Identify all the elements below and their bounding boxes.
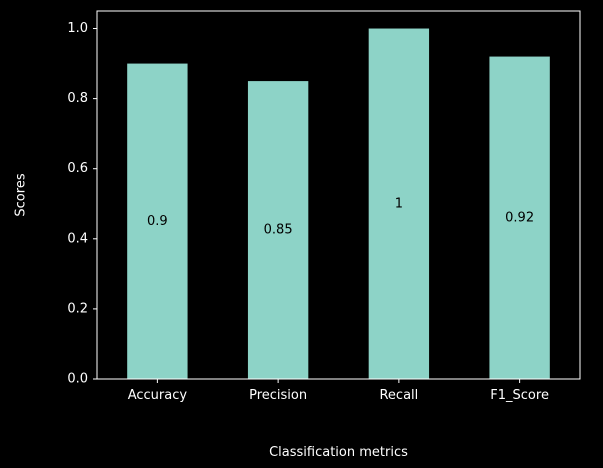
bar-value-label-accuracy: 0.9 (147, 214, 168, 229)
y-tick-label: 1.0 (67, 21, 88, 36)
x-tick-label-recall: Recall (379, 388, 418, 403)
y-tick-label: 0.6 (67, 161, 88, 176)
bars-layer (127, 28, 550, 380)
bar-labels-layer: 0.9 0.85 1 0.92 (147, 196, 534, 237)
x-tick-label-precision: Precision (249, 388, 307, 403)
bar-value-label-recall: 1 (395, 196, 403, 211)
y-axis-title: Scores (14, 173, 29, 216)
y-tick-label: 0.0 (67, 372, 88, 387)
y-tick-label: 0.8 (67, 91, 88, 106)
x-axis: Accuracy Precision Recall F1_Score (128, 379, 549, 403)
y-axis: 0.0 0.2 0.4 0.6 0.8 1.0 (67, 21, 97, 387)
bar-f1-score (489, 56, 550, 380)
bar-precision (247, 81, 309, 379)
plot-frame (96, 10, 581, 380)
y-tick-label: 0.2 (67, 301, 88, 316)
x-tick-label-f1-score: F1_Score (490, 388, 549, 403)
x-tick-label-accuracy: Accuracy (128, 388, 188, 403)
bar-value-label-f1-score: 0.92 (505, 210, 534, 225)
x-axis-title: Classification metrics (269, 445, 408, 460)
bar-recall (368, 28, 430, 380)
y-tick-label: 0.4 (67, 231, 88, 246)
bar-value-label-precision: 0.85 (264, 223, 293, 238)
bar-accuracy (127, 63, 188, 379)
